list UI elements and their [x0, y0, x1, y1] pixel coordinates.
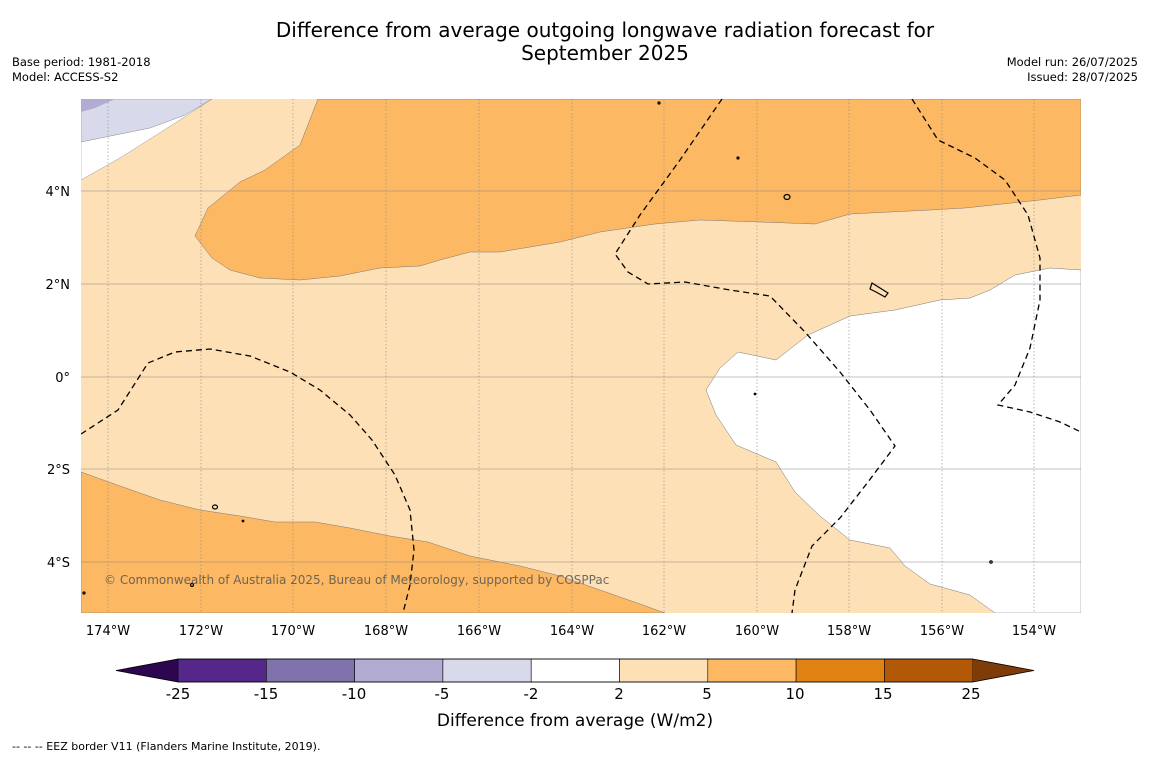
- meta-right: Model run: 26/07/2025 Issued: 28/07/2025: [1007, 55, 1138, 85]
- colorbar-segment: [707, 658, 797, 683]
- field-5-to-10-southwest: [81, 471, 666, 613]
- colorbar-segment: [265, 658, 355, 683]
- colorbar-label: Difference from average (W/m2): [437, 711, 713, 731]
- lon-tick-label: 174°W: [86, 624, 130, 639]
- colorbar-extend-low: [116, 659, 178, 682]
- island-icon: [189, 582, 195, 588]
- colorbar-tick-label: 15: [873, 685, 892, 703]
- lon-tick-label: 172°W: [179, 624, 223, 639]
- colorbar-tick-label: -10: [342, 685, 367, 703]
- colorbar: [115, 658, 1035, 683]
- colorbar-tick-label: -15: [254, 685, 279, 703]
- model-run-text: Model run: 26/07/2025: [1006, 55, 1138, 69]
- eez-footnote: -- -- -- EEZ border V11 (Flanders Marine…: [12, 740, 321, 753]
- island-icon: [989, 560, 993, 564]
- island-icon: [657, 101, 661, 105]
- title-line-2: September 2025: [521, 41, 689, 65]
- lon-tick-label: 156°W: [920, 624, 964, 639]
- lon-tick-label: 164°W: [550, 624, 594, 639]
- colorbar-segment: [442, 658, 532, 683]
- colorbar-segment: [619, 658, 709, 683]
- colorbar-tick-label: 2: [614, 685, 624, 703]
- model-text: Model: ACCESS-S2: [12, 70, 119, 84]
- eez-borders: [81, 99, 1081, 613]
- colorbar-segment: [884, 658, 974, 683]
- islands: [82, 101, 993, 595]
- chart-title: Difference from average outgoing longwav…: [250, 19, 960, 65]
- gridlines: [81, 99, 1081, 613]
- island-icon: [736, 156, 740, 160]
- copyright-text: © Commonwealth of Australia 2025, Bureau…: [104, 573, 609, 587]
- meta-left: Base period: 1981-2018 Model: ACCESS-S2: [12, 55, 151, 85]
- issued-text: Issued: 28/07/2025: [1027, 70, 1138, 84]
- base-period-text: Base period: 1981-2018: [12, 55, 151, 69]
- colorbar-tick-label: 10: [785, 685, 804, 703]
- lon-tick-labels: 174°W 172°W 170°W 168°W 166°W 164°W 162°…: [86, 624, 1056, 639]
- lon-tick-label: 158°W: [827, 624, 871, 639]
- colorbar-segment: [530, 658, 620, 683]
- map-plot-area: © Commonwealth of Australia 2025, Bureau…: [81, 99, 1081, 613]
- lat-tick-labels: 4°N 2°N 0° 2°S 4°S: [46, 185, 71, 571]
- colorbar-outline: [115, 658, 1035, 683]
- field-neutral-east: [705, 267, 1081, 613]
- field-negative-nw: [81, 99, 213, 143]
- colorbar-segment: [795, 658, 885, 683]
- title-line-1: Difference from average outgoing longwav…: [275, 18, 935, 42]
- island-icon: [783, 193, 791, 201]
- field-negative-nw-dark: [81, 99, 115, 112]
- colorbar-tick-label: -25: [166, 685, 191, 703]
- island-icon: [241, 519, 245, 523]
- lat-tick-label: 4°N: [46, 185, 71, 200]
- colorbar-segment: [354, 658, 444, 683]
- lon-tick-label: 166°W: [457, 624, 501, 639]
- field-5-to-10-north: [194, 99, 1081, 281]
- lon-tick-label: 168°W: [364, 624, 408, 639]
- colorbar-extend-high: [972, 659, 1034, 682]
- colorbar-tick-label: 25: [961, 685, 980, 703]
- colorbar-tick-labels: -25 -15 -10 -5 -2 2 5 10 15 25: [166, 685, 981, 703]
- eez-border-east: [911, 99, 1081, 433]
- island-icon: [753, 392, 757, 396]
- eez-border-west: [81, 348, 415, 613]
- colorbar-tick-label: -5: [435, 685, 450, 703]
- lat-tick-label: 4°S: [47, 556, 70, 571]
- lat-tick-label: 2°S: [47, 463, 70, 478]
- lat-tick-label: 0°: [55, 371, 70, 386]
- lon-tick-label: 154°W: [1012, 624, 1056, 639]
- colorbar-tick-label: 5: [702, 685, 712, 703]
- lat-tick-label: 2°N: [46, 278, 71, 293]
- lon-tick-label: 170°W: [271, 624, 315, 639]
- island-icon: [211, 504, 219, 510]
- lon-tick-label: 160°W: [735, 624, 779, 639]
- colorbar-tick-label: -2: [524, 685, 539, 703]
- lon-tick-label: 162°W: [642, 624, 686, 639]
- eez-border-central: [614, 99, 896, 613]
- island-icon: [869, 282, 889, 298]
- colorbar-segment: [177, 658, 267, 683]
- island-icon: [82, 591, 86, 595]
